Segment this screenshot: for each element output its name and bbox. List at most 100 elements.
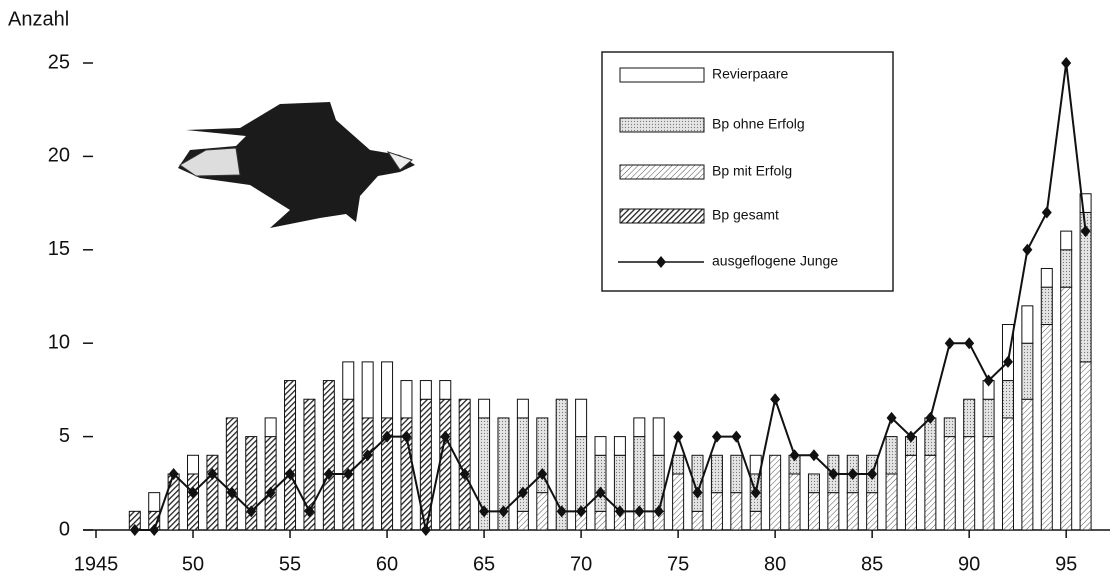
- marker: [770, 393, 780, 405]
- bar-segment: [828, 493, 839, 530]
- bar-segment: [653, 418, 664, 455]
- legend-swatch: [620, 209, 704, 223]
- bar-segment: [149, 493, 160, 512]
- y-tick-label: 0: [59, 518, 70, 540]
- bar-segment: [808, 493, 819, 530]
- bar-segment: [479, 399, 490, 418]
- bar-segment: [517, 399, 528, 418]
- bar-segment: [711, 493, 722, 530]
- bar-segment: [731, 455, 742, 492]
- bar-segment: [770, 455, 781, 530]
- legend-swatch: [620, 118, 704, 132]
- bar-segment: [983, 399, 994, 436]
- bar-segment: [595, 437, 606, 456]
- legend-label: Bp ohne Erfolg: [712, 116, 805, 132]
- bar-segment: [1041, 268, 1052, 287]
- bar-segment: [808, 474, 819, 493]
- legend-label: Bp gesamt: [712, 207, 779, 223]
- x-tick-label: 1945: [74, 553, 119, 575]
- bar-segment: [1061, 250, 1072, 287]
- bar-segment: [673, 455, 684, 474]
- marker: [712, 431, 722, 443]
- bar-segment: [188, 455, 199, 474]
- bar-segment: [1041, 325, 1052, 530]
- bar-segment: [634, 437, 645, 512]
- marker: [1061, 57, 1071, 69]
- bar-segment: [614, 437, 625, 456]
- bar-segment: [750, 511, 761, 530]
- bar-segment: [673, 474, 684, 530]
- bar-segment: [886, 437, 897, 474]
- bar-segment: [517, 511, 528, 530]
- bar-segment: [634, 418, 645, 437]
- bar-segment: [382, 362, 393, 418]
- x-tick-label: 50: [182, 553, 204, 575]
- legend-label: Revierpaare: [712, 66, 788, 82]
- marker: [964, 337, 974, 349]
- marker: [673, 431, 683, 443]
- bar-segment: [1080, 362, 1091, 530]
- bar-segment: [925, 455, 936, 530]
- bar-segment: [362, 418, 373, 530]
- bar-segment: [343, 399, 354, 530]
- bar-segment: [944, 418, 955, 437]
- bar-segment: [731, 493, 742, 530]
- eagle-illustration: [178, 102, 415, 228]
- bar-segment: [265, 418, 276, 437]
- x-tick-label: 90: [958, 553, 980, 575]
- x-tick-label: 85: [861, 553, 883, 575]
- legend-label: Bp mit Erfolg: [712, 163, 792, 179]
- bar-segment: [420, 381, 431, 400]
- bar-segment: [440, 399, 451, 530]
- bar-segment: [440, 381, 451, 400]
- legend-label: ausgeflogene Junge: [712, 253, 838, 269]
- marker: [731, 431, 741, 443]
- bar-segment: [401, 381, 412, 418]
- bar-segment: [944, 437, 955, 530]
- bar-segment: [847, 493, 858, 530]
- chart: Anzahl 051015202519455055606570758085909…: [0, 0, 1120, 577]
- bar-segment: [226, 418, 237, 530]
- bar-segment: [1002, 418, 1013, 530]
- bar-segment: [1041, 287, 1052, 324]
- bar-segment: [595, 511, 606, 530]
- legend-swatch: [620, 68, 704, 82]
- x-tick-label: 80: [764, 553, 786, 575]
- legend-marker: [656, 256, 666, 268]
- x-tick-label: 65: [473, 553, 495, 575]
- bar-segment: [1061, 231, 1072, 250]
- bar-segment: [362, 362, 373, 418]
- bar-segment: [964, 399, 975, 436]
- bar-segment: [595, 455, 606, 511]
- y-tick-label: 15: [48, 238, 70, 260]
- bar-segment: [343, 362, 354, 399]
- y-tick-label: 20: [48, 145, 70, 167]
- y-tick-label: 25: [48, 51, 70, 73]
- bar-segment: [983, 437, 994, 530]
- bar-segment: [1002, 381, 1013, 418]
- x-tick-label: 60: [376, 553, 398, 575]
- bar-segment: [1022, 343, 1033, 399]
- bar-segment: [537, 493, 548, 530]
- bar-segment: [711, 455, 722, 492]
- legend-swatch: [620, 165, 704, 179]
- bar-segment: [692, 511, 703, 530]
- bar-segment: [905, 455, 916, 530]
- bar-segment: [964, 437, 975, 530]
- bar-segment: [614, 455, 625, 511]
- y-axis-label: Anzahl: [8, 8, 69, 30]
- bar-segment: [1061, 287, 1072, 530]
- bar-segment: [1022, 306, 1033, 343]
- bar-segment: [207, 455, 218, 530]
- bar-segment: [265, 437, 276, 530]
- bar-segment: [1002, 325, 1013, 381]
- bar-segment: [789, 474, 800, 530]
- bar-segment: [285, 381, 296, 530]
- bar-segment: [323, 381, 334, 530]
- y-tick-label: 5: [59, 425, 70, 447]
- x-tick-label: 55: [279, 553, 301, 575]
- bar-segment: [576, 437, 587, 512]
- marker: [1042, 206, 1052, 218]
- y-tick-label: 10: [48, 331, 70, 353]
- x-tick-label: 70: [570, 553, 592, 575]
